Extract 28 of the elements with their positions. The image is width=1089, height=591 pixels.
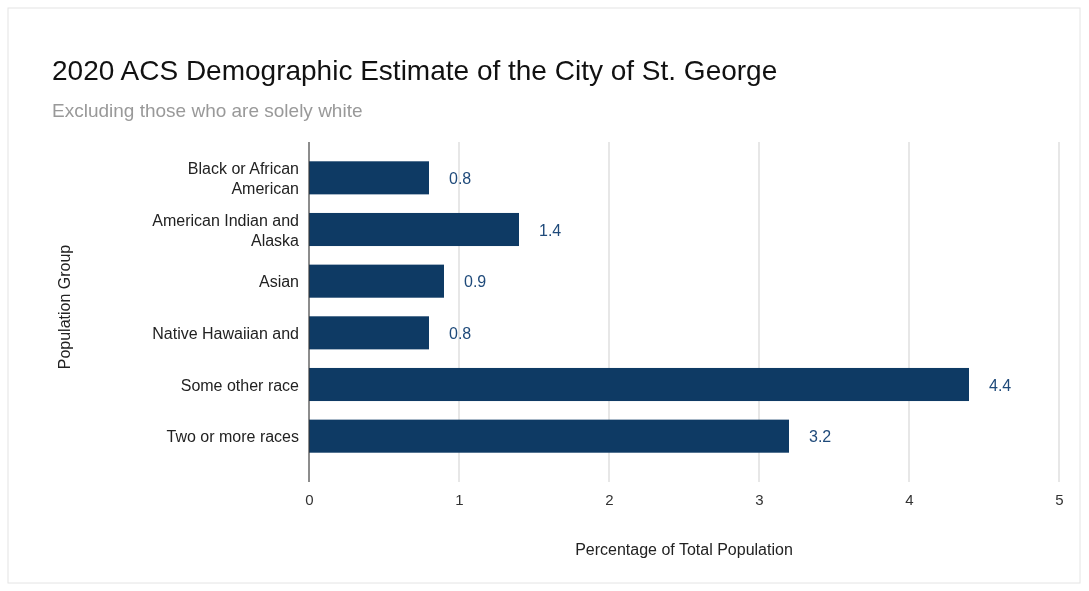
data-label: 0.9 <box>464 273 487 291</box>
x-tick-label: 3 <box>755 490 764 508</box>
x-tick-label: 1 <box>455 490 464 508</box>
y-tick-label: Two or more races <box>166 428 299 446</box>
x-tick-label: 4 <box>905 490 914 508</box>
x-tick-label: 2 <box>605 490 614 508</box>
data-label: 4.4 <box>989 376 1012 394</box>
bar <box>309 367 969 402</box>
y-tick-label: American Indian and Alaska <box>152 211 300 249</box>
y-tick-label: Asian <box>258 273 299 291</box>
data-label: 1.4 <box>539 221 562 239</box>
data-label: 0.8 <box>449 324 472 342</box>
x-axis-title: Percentage of Total Population <box>575 541 793 558</box>
data-label: 0.8 <box>449 169 472 187</box>
y-axis-title: Population Group <box>56 244 73 370</box>
bar <box>309 212 519 247</box>
bar <box>309 264 444 298</box>
bar <box>309 316 429 350</box>
y-tick-label: Some other race <box>180 376 300 394</box>
chart-title: 2020 ACS Demographic Estimate of the City of St. George <box>52 55 778 86</box>
data-label: 3.2 <box>809 428 832 446</box>
x-tick-label: 0 <box>305 490 314 508</box>
x-tick-label: 5 <box>1055 490 1064 508</box>
bar <box>309 419 789 453</box>
y-tick-label: Native Hawaiian and <box>152 324 299 342</box>
y-tick-label: Black or African American <box>187 159 299 197</box>
chart-subtitle: Excluding those who are solely white <box>52 100 363 121</box>
bar <box>309 161 429 195</box>
